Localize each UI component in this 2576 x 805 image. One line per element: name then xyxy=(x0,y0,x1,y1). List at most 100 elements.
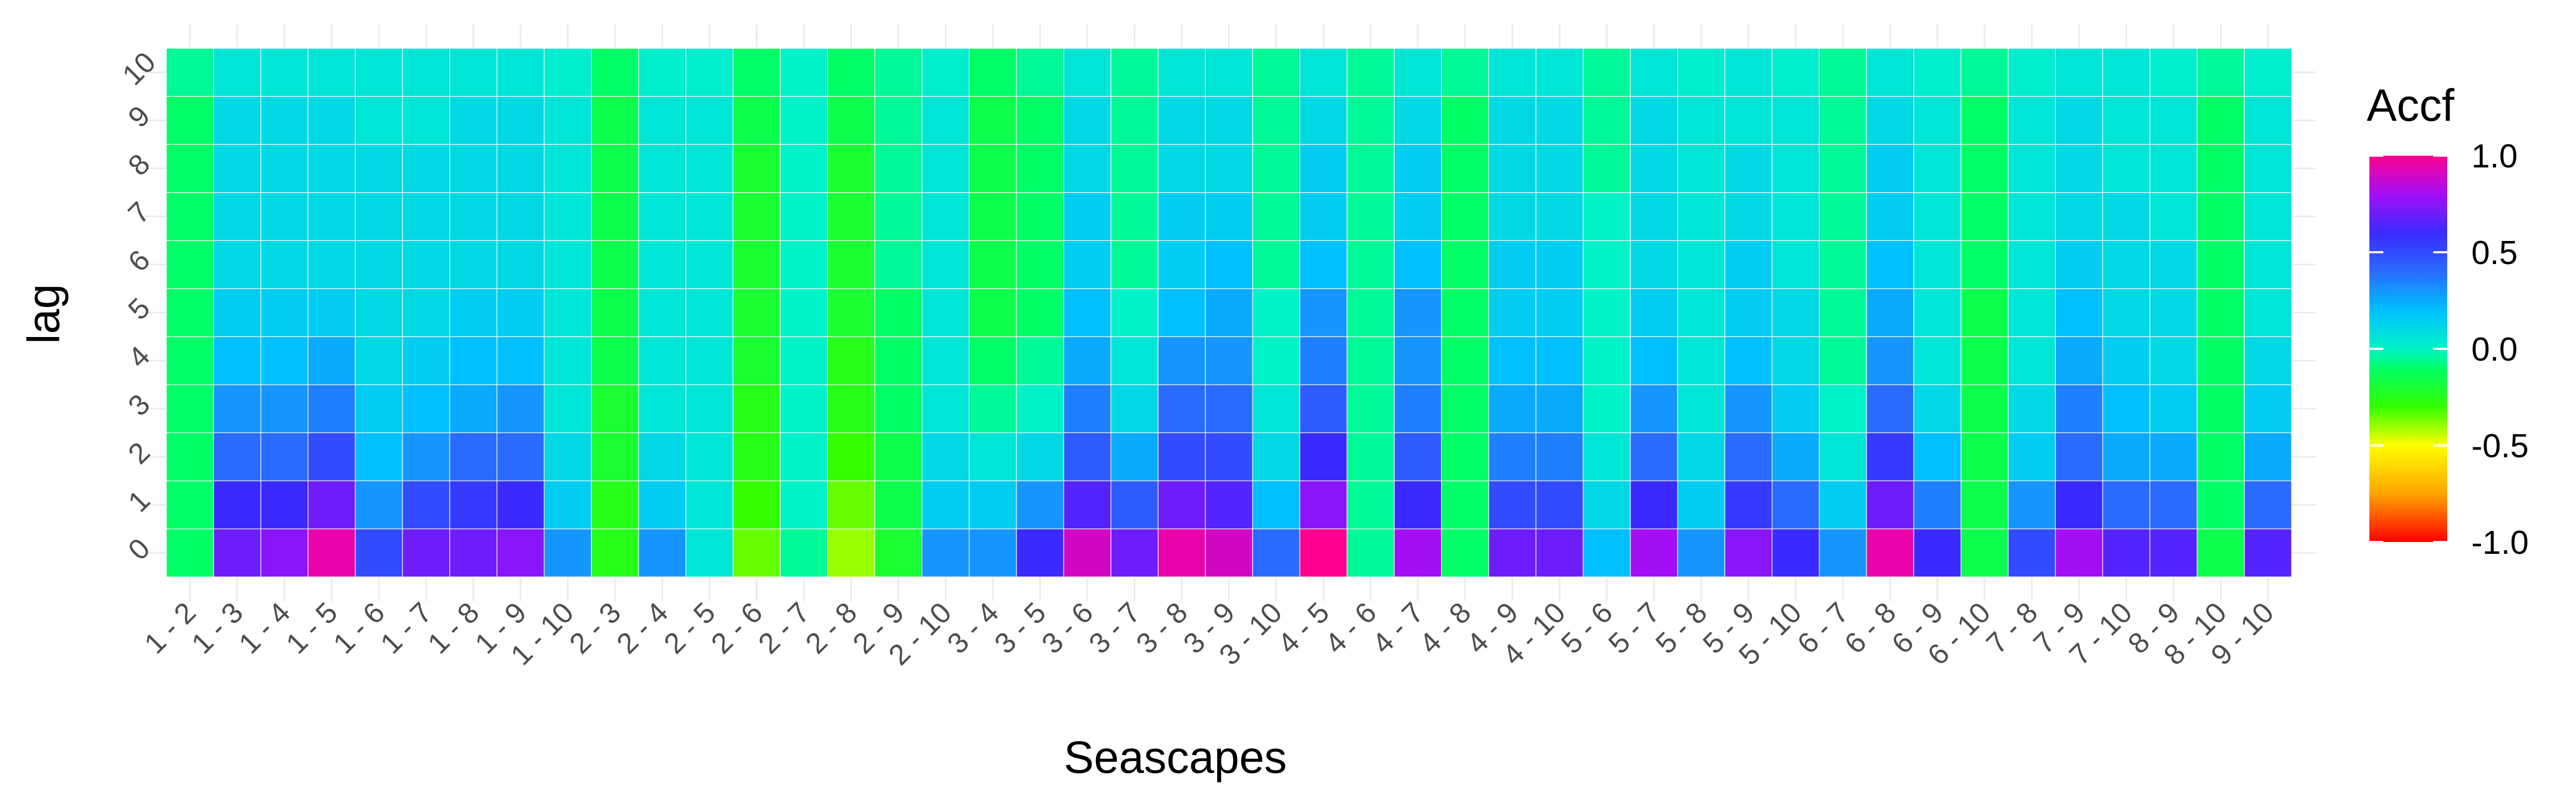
heatmap-cell: 8 - 9, lag 6: 0.1 xyxy=(2149,240,2198,289)
heatmap-cell: 4 - 6, lag 2: -0.05 xyxy=(1346,432,1395,481)
heatmap-cell: 2 - 9, lag 4: -0.1 xyxy=(874,336,923,385)
heatmap-cell: 4 - 8, lag 3: -0.1 xyxy=(1441,384,1489,433)
heatmap-cell: 1 - 3, lag 5: 0.15 xyxy=(213,288,261,337)
heatmap-cell: 1 - 10, lag 5: 0.05 xyxy=(544,288,592,337)
heatmap-cell: 1 - 10, lag 9: 0.05 xyxy=(544,96,592,145)
heatmap-cell: 5 - 10, lag 7: 0.05 xyxy=(1772,192,1820,241)
heatmap-cell: 5 - 7, lag 7: 0.1 xyxy=(1630,192,1678,241)
heatmap-cell: 4 - 9, lag 2: 0.35 xyxy=(1488,432,1536,481)
heatmap-cell: 2 - 5, lag 4: 0.05 xyxy=(685,336,734,385)
heatmap-cell: 4 - 6, lag 4: -0.05 xyxy=(1346,336,1395,385)
heatmap-cell: 1 - 6, lag 5: 0.1 xyxy=(355,288,403,337)
heatmap-cell: 1 - 5, lag 1: 0.7 xyxy=(308,480,356,530)
heatmap-cell: 3 - 6, lag 1: 0.65 xyxy=(1063,480,1111,530)
heatmap-cell: 2 - 10, lag 2: 0.1 xyxy=(921,432,970,481)
heatmap-cell: 2 - 4, lag 6: 0.05 xyxy=(638,240,686,289)
heatmap-cell: 4 - 6, lag 8: -0.05 xyxy=(1346,144,1395,193)
heatmap-cell: 1 - 6, lag 0: 0.5 xyxy=(355,528,403,577)
heatmap-cell: 6 - 8, lag 0: 0.95 xyxy=(1866,528,1914,577)
heatmap-cell: 3 - 9, lag 0: 0.9 xyxy=(1205,528,1253,577)
heatmap-cell: 1 - 6, lag 1: 0.3 xyxy=(355,480,403,530)
heatmap-cell: 6 - 10, lag 4: -0.15 xyxy=(1960,336,2009,385)
heatmap-cell: 6 - 10, lag 0: -0.15 xyxy=(1960,528,2009,577)
heatmap-cell: 1 - 7, lag 7: 0.1 xyxy=(402,192,450,241)
heatmap-cell: 1 - 6, lag 4: 0.1 xyxy=(355,336,403,385)
heatmap-cell: 3 - 5, lag 1: 0.3 xyxy=(1016,480,1064,530)
heatmap-cell: 9 - 10, lag 3: 0.15 xyxy=(2244,384,2292,433)
heatmap-cell: 2 - 6, lag 8: -0.2 xyxy=(733,144,781,193)
heatmap-cell: 7 - 8, lag 4: 0.05 xyxy=(2008,336,2056,385)
heatmap-cell: 1 - 7, lag 6: 0.1 xyxy=(402,240,450,289)
x-tick-label: 3 - 4 xyxy=(941,596,1005,660)
heatmap-cell: 1 - 4, lag 3: 0.3 xyxy=(260,384,309,433)
heatmap-cell: 9 - 10, lag 10: 0.02 xyxy=(2244,48,2292,97)
heatmap-cell: 5 - 10, lag 8: 0.05 xyxy=(1772,144,1820,193)
heatmap-cell: 1 - 8, lag 7: 0.1 xyxy=(449,192,497,241)
heatmap-cell: 2 - 9, lag 2: -0.15 xyxy=(874,432,923,481)
heatmap-cell: 2 - 4, lag 10: 0.02 xyxy=(638,48,686,97)
heatmap-cell: 7 - 8, lag 10: 0.02 xyxy=(2008,48,2056,97)
heatmap-cell: 1 - 5, lag 5: 0.15 xyxy=(308,288,356,337)
heatmap-cell: 1 - 3, lag 10: 0.05 xyxy=(213,48,261,97)
x-tick-label: 1 - 8 xyxy=(422,596,486,660)
x-tick-label: 6 - 7 xyxy=(1791,596,1855,660)
heatmap-cell: 7 - 9, lag 9: 0.1 xyxy=(2055,96,2103,145)
heatmap-cell: 5 - 9, lag 5: 0.15 xyxy=(1724,288,1773,337)
y-tick-label: 7 xyxy=(122,196,156,230)
heatmap-cell: 5 - 6, lag 4: 0 xyxy=(1583,336,1631,385)
heatmap-cell: 2 - 6, lag 0: -0.35 xyxy=(733,528,781,577)
heatmap-cell: 4 - 9, lag 0: 0.7 xyxy=(1488,528,1536,577)
heatmap-cell: 3 - 4, lag 7: -0.15 xyxy=(969,192,1017,241)
heatmap-cell: 4 - 7, lag 10: 0.05 xyxy=(1394,48,1442,97)
heatmap-cell: 1 - 9, lag 2: 0.4 xyxy=(496,432,545,481)
heatmap-cell: 4 - 9, lag 3: 0.25 xyxy=(1488,384,1536,433)
heatmap-cell: 4 - 5, lag 0: 1 xyxy=(1299,528,1348,577)
heatmap-cell: 1 - 3, lag 8: 0.1 xyxy=(213,144,261,193)
heatmap-cell: 3 - 7, lag 8: -0.05 xyxy=(1110,144,1159,193)
heatmap-cell: 1 - 2, lag 6: -0.1 xyxy=(166,240,214,289)
heatmap-cell: 3 - 10, lag 4: 0 xyxy=(1252,336,1300,385)
heatmap-cell: 8 - 10, lag 3: -0.1 xyxy=(2197,384,2245,433)
heatmap-cell: 1 - 5, lag 2: 0.5 xyxy=(308,432,356,481)
heatmap-cell: 5 - 6, lag 0: 0.2 xyxy=(1583,528,1631,577)
heatmap-cell: 7 - 10, lag 0: 0.65 xyxy=(2102,528,2150,577)
heatmap-cell: 6 - 10, lag 6: -0.1 xyxy=(1960,240,2009,289)
heatmap-cell: 4 - 7, lag 1: 0.6 xyxy=(1394,480,1442,530)
heatmap-cell: 3 - 5, lag 0: 0.6 xyxy=(1016,528,1064,577)
heatmap-cell: 1 - 8, lag 3: 0.25 xyxy=(449,384,497,433)
heatmap-cell: 1 - 9, lag 1: 0.6 xyxy=(496,480,545,530)
heatmap-cell: 4 - 9, lag 10: 0.05 xyxy=(1488,48,1536,97)
heatmap-cell: 4 - 9, lag 7: 0.1 xyxy=(1488,192,1536,241)
heatmap-cell: 8 - 10, lag 0: -0.15 xyxy=(2197,528,2245,577)
y-tick-label: 4 xyxy=(122,340,156,374)
heatmap-cell: 3 - 8, lag 4: 0.3 xyxy=(1158,336,1206,385)
heatmap-cell: 2 - 5, lag 7: 0.05 xyxy=(685,192,734,241)
legend-tick-label: 1.0 xyxy=(2471,138,2518,175)
heatmap-cell: 2 - 10, lag 3: 0.05 xyxy=(921,384,970,433)
heatmap-cell: 5 - 7, lag 8: 0.1 xyxy=(1630,144,1678,193)
heatmap-cell: 4 - 9, lag 4: 0.2 xyxy=(1488,336,1536,385)
legend-ticks: 1.0 0.5 0.0 -0.5 -1.0 xyxy=(2369,138,2529,561)
heatmap-cell: 6 - 9, lag 1: 0.35 xyxy=(1913,480,1962,530)
heatmap-cell: 7 - 8, lag 7: 0.05 xyxy=(2008,192,2056,241)
heatmap-cell: 4 - 5, lag 10: 0.05 xyxy=(1299,48,1348,97)
heatmap-cell: 1 - 9, lag 4: 0.2 xyxy=(496,336,545,385)
heatmap-cell: 1 - 2, lag 4: -0.1 xyxy=(166,336,214,385)
heatmap-cell: 3 - 9, lag 4: 0.3 xyxy=(1205,336,1253,385)
heatmap-cell: 3 - 7, lag 5: 0 xyxy=(1110,288,1159,337)
heatmap-cell: 2 - 9, lag 9: -0.05 xyxy=(874,96,923,145)
heatmap-cell: 1 - 4, lag 9: 0.1 xyxy=(260,96,309,145)
heatmap-cell: 4 - 9, lag 8: 0.1 xyxy=(1488,144,1536,193)
heatmap-cell: 6 - 8, lag 1: 0.7 xyxy=(1866,480,1914,530)
heatmap-cell: 2 - 7, lag 7: 0 xyxy=(780,192,828,241)
heatmap-cell: 3 - 4, lag 1: 0.15 xyxy=(969,480,1017,530)
heatmap-cell: 3 - 6, lag 10: 0.05 xyxy=(1063,48,1111,97)
heatmap-cell: 2 - 5, lag 3: 0.05 xyxy=(685,384,734,433)
heatmap-cell: 3 - 6, lag 6: 0.15 xyxy=(1063,240,1111,289)
heatmap-cell: 7 - 9, lag 1: 0.6 xyxy=(2055,480,2103,530)
x-tick-label: 3 - 5 xyxy=(989,596,1052,660)
heatmap-cell: 1 - 5, lag 8: 0.1 xyxy=(308,144,356,193)
heatmap-cell: 4 - 5, lag 6: 0.2 xyxy=(1299,240,1348,289)
heatmap-cell: 4 - 7, lag 6: 0.2 xyxy=(1394,240,1442,289)
heatmap-cell: 1 - 2, lag 7: -0.1 xyxy=(166,192,214,241)
